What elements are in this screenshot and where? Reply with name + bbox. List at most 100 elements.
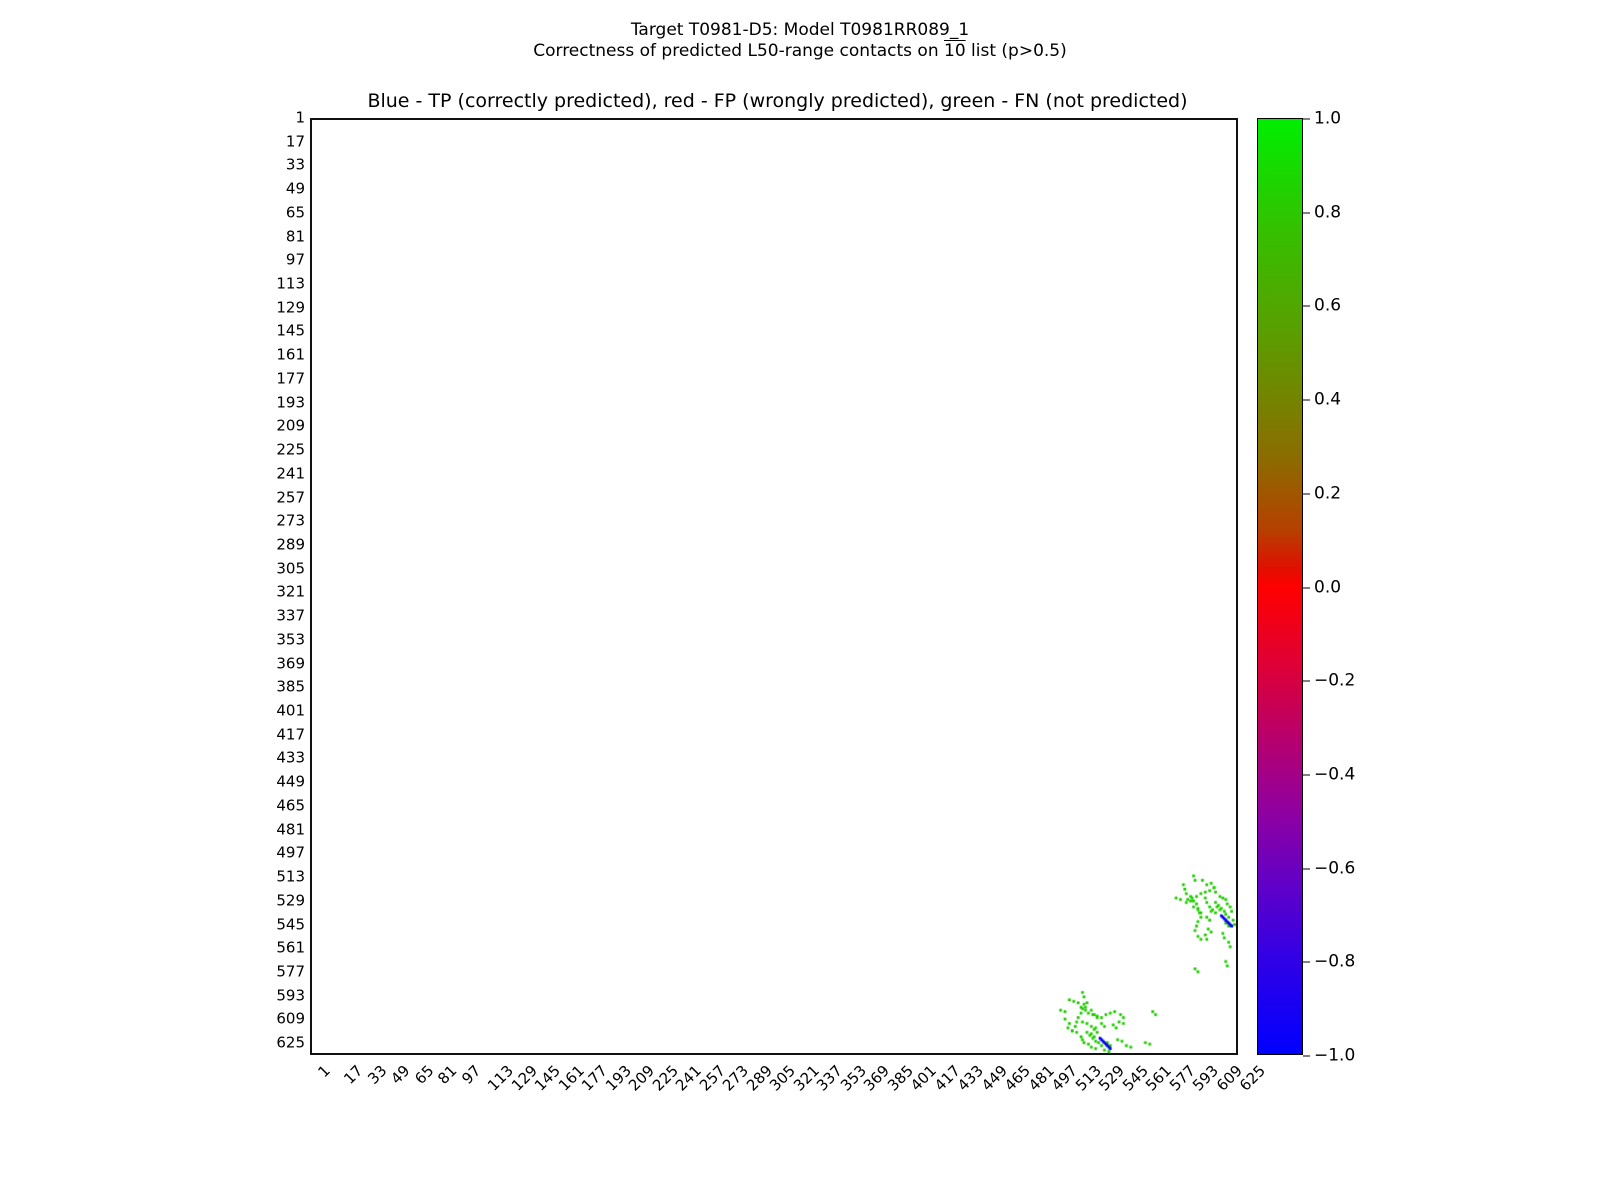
y-tick-label: 17 — [285, 132, 305, 151]
y-tick-label: 49 — [285, 179, 305, 198]
y-tick-label: 529 — [276, 891, 305, 910]
x-tick-label: 321 — [789, 1061, 823, 1095]
y-tick-label: 465 — [276, 796, 305, 815]
x-tick-label: 65 — [411, 1061, 438, 1088]
colorbar-tick-text: 0.8 — [1314, 202, 1342, 223]
x-tick-label: 529 — [1095, 1061, 1129, 1095]
legend-caption: Blue - TP (correctly predicted), red - F… — [367, 90, 1188, 112]
colorbar-tick-mark — [1303, 118, 1310, 120]
x-tick-label: 209 — [625, 1061, 659, 1095]
y-tick-label: 321 — [276, 582, 305, 601]
y-tick-label: 481 — [276, 820, 305, 839]
colorbar-tick-mark — [1303, 961, 1310, 963]
colorbar-tick-text: −0.6 — [1314, 858, 1356, 879]
x-tick-label: 609 — [1212, 1061, 1246, 1095]
x-tick-label: 545 — [1118, 1061, 1152, 1095]
x-tick-label: 497 — [1048, 1061, 1082, 1095]
y-tick-label: 257 — [276, 488, 305, 507]
title-line-2-prefix: Correctness of predicted L50-range conta… — [533, 41, 944, 61]
colorbar-tick-mark — [1303, 493, 1310, 495]
colorbar-tick-text: −0.8 — [1314, 951, 1356, 972]
y-tick-label: 385 — [276, 677, 305, 696]
y-tick-label: 161 — [276, 345, 305, 364]
x-tick-label: 289 — [742, 1061, 776, 1095]
x-tick-label: 481 — [1024, 1061, 1058, 1095]
y-tick-label: 129 — [276, 298, 305, 317]
y-tick-label: 497 — [276, 843, 305, 862]
x-tick-label: 305 — [766, 1061, 800, 1095]
y-tick-label: 65 — [285, 203, 305, 222]
colorbar-tick: 0.4 — [1303, 390, 1341, 409]
colorbar-gradient — [1257, 118, 1303, 1055]
colorbar-tick: 1.0 — [1303, 109, 1341, 128]
x-tick-label: 49 — [387, 1061, 414, 1088]
colorbar-tick: 0.6 — [1303, 296, 1341, 315]
x-tick-label: 193 — [601, 1061, 635, 1095]
x-tick-label: 113 — [484, 1061, 518, 1095]
colorbar[interactable] — [1257, 118, 1303, 1055]
x-tick-label: 353 — [836, 1061, 870, 1095]
chart-title-block: Target T0981-D5: Model T0981RR089_1 Corr… — [0, 20, 1600, 62]
title-line-2: Correctness of predicted L50-range conta… — [0, 41, 1600, 62]
y-tick-label: 225 — [276, 440, 305, 459]
y-tick-label: 353 — [276, 630, 305, 649]
y-tick-label: 145 — [276, 321, 305, 340]
colorbar-tick-text: 0.6 — [1314, 295, 1342, 316]
y-tick-label: 289 — [276, 535, 305, 554]
y-tick-label: 369 — [276, 654, 305, 673]
colorbar-tick-text: 0.4 — [1314, 389, 1342, 410]
x-tick-label: 161 — [554, 1061, 588, 1095]
y-tick-label: 273 — [276, 511, 305, 530]
colorbar-tick: 0.0 — [1303, 577, 1341, 596]
x-tick-label: 417 — [930, 1061, 964, 1095]
x-tick-label: 33 — [364, 1061, 391, 1088]
title-line-2-overline-10: 10 — [944, 41, 966, 61]
y-tick-label: 577 — [276, 962, 305, 981]
y-tick-label: 561 — [276, 938, 305, 957]
y-tick-label: 513 — [276, 867, 305, 886]
y-tick-label: 593 — [276, 986, 305, 1005]
y-tick-label: 609 — [276, 1009, 305, 1028]
contact-map-canvas[interactable] — [312, 120, 1236, 1053]
x-tick-label: 145 — [531, 1061, 565, 1095]
x-tick-label: 465 — [1001, 1061, 1035, 1095]
x-tick-label: 449 — [977, 1061, 1011, 1095]
x-tick-label: 241 — [672, 1061, 706, 1095]
x-tick-label: 433 — [954, 1061, 988, 1095]
y-tick-label: 81 — [285, 227, 305, 246]
y-axis-tick-labels: 1 17 33 49 65 81 97 113 129 145 161 177 193 209 225 241… — [250, 0, 305, 1200]
x-tick-label: 401 — [907, 1061, 941, 1095]
y-tick-label: 177 — [276, 369, 305, 388]
y-tick-label: 545 — [276, 915, 305, 934]
colorbar-tick-mark — [1303, 868, 1310, 870]
colorbar-tick-mark — [1303, 587, 1310, 588]
title-line-1: Target T0981-D5: Model T0981RR089_1 — [630, 20, 970, 40]
title-line-2-suffix: list (p>0.5) — [965, 41, 1067, 61]
colorbar-tick-text: −1.0 — [1314, 1045, 1356, 1066]
colorbar-tick: −0.6 — [1303, 858, 1355, 877]
x-tick-label: 97 — [458, 1061, 485, 1088]
x-tick-label: 577 — [1165, 1061, 1199, 1095]
y-tick-label: 33 — [285, 155, 305, 174]
colorbar-tick: −0.4 — [1303, 764, 1355, 783]
y-tick-label: 209 — [276, 416, 305, 435]
x-tick-label: 1 — [314, 1061, 334, 1082]
colorbar-tick-text: 1.0 — [1314, 108, 1342, 129]
x-tick-label: 129 — [507, 1061, 541, 1095]
colorbar-tick-text: −0.4 — [1314, 764, 1356, 785]
colorbar-tick: −0.8 — [1303, 952, 1355, 971]
colorbar-tick-text: −0.2 — [1314, 670, 1356, 691]
contact-map-plot-area[interactable] — [310, 118, 1238, 1055]
x-tick-label: 81 — [434, 1061, 461, 1088]
x-tick-label: 513 — [1071, 1061, 1105, 1095]
colorbar-tick-text: 0.0 — [1314, 577, 1342, 597]
colorbar-tick: −0.2 — [1303, 671, 1355, 690]
y-tick-label: 433 — [276, 748, 305, 767]
x-tick-label: 273 — [719, 1061, 753, 1095]
x-tick-label: 257 — [695, 1061, 729, 1095]
colorbar-tick-mark — [1303, 774, 1310, 776]
x-tick-label: 561 — [1142, 1061, 1176, 1095]
y-tick-label: 193 — [276, 393, 305, 412]
y-tick-label: 113 — [276, 274, 305, 293]
y-tick-label: 241 — [276, 464, 305, 483]
